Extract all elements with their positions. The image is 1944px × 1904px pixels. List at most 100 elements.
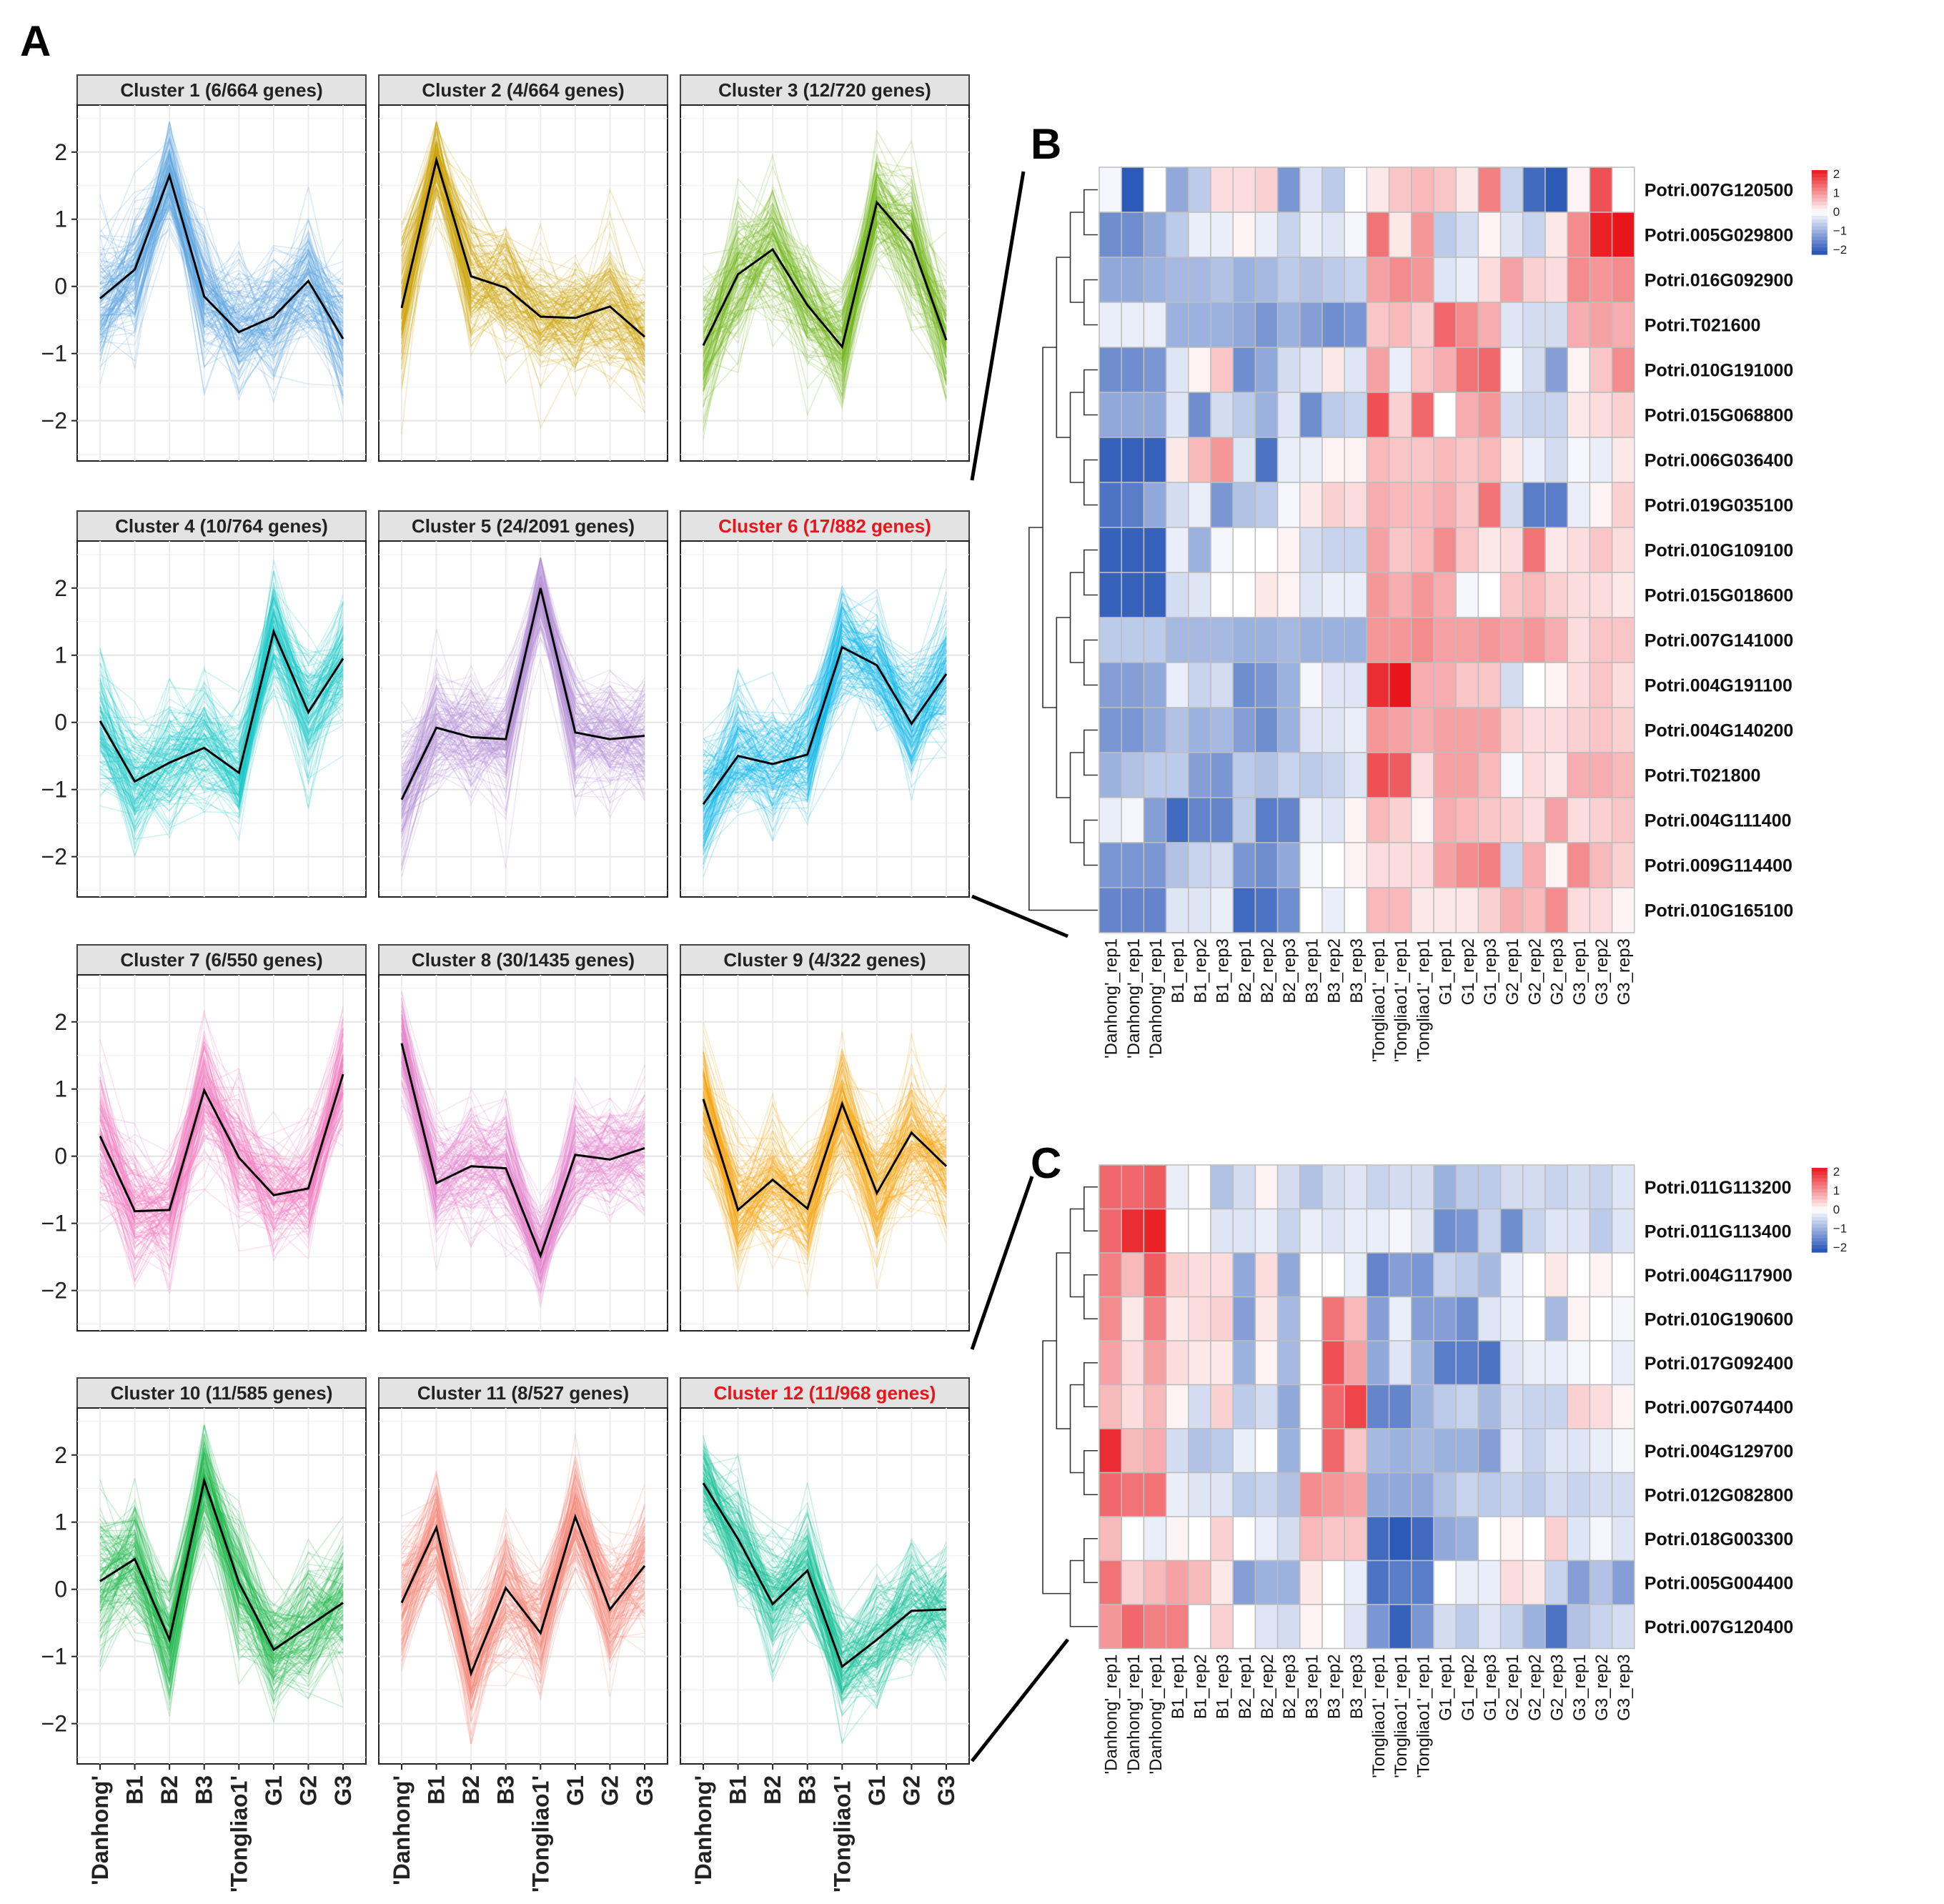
heatmap-cell <box>1567 1340 1591 1386</box>
sample-column-label: B2_rep2 <box>1258 1655 1277 1720</box>
gene-trace <box>703 1118 947 1254</box>
heatmap-cell <box>1143 302 1167 348</box>
gene-trace <box>401 172 645 380</box>
gene-trace <box>703 1083 947 1235</box>
heatmap-cell <box>1567 1428 1591 1474</box>
gene-trace <box>703 688 947 846</box>
gene-trace <box>99 167 344 355</box>
gene-trace <box>703 644 947 847</box>
gene-trace <box>401 586 645 819</box>
gene-trace <box>401 1510 645 1707</box>
legend-tick-label: −1 <box>1833 224 1847 238</box>
legend-swatch <box>1811 1203 1828 1207</box>
gene-trace <box>401 563 645 765</box>
gene-trace <box>703 207 947 355</box>
heatmap-cell <box>1544 1560 1568 1605</box>
plot-panel <box>76 104 367 462</box>
gene-trace <box>401 148 645 339</box>
gene-trace <box>401 1511 645 1696</box>
gene-trace <box>703 653 947 817</box>
gene-trace <box>401 1068 645 1294</box>
gene-trace <box>703 1100 947 1205</box>
heatmap-cell <box>1143 797 1167 843</box>
heatmap-cell <box>1477 212 1502 258</box>
heatmap-cell <box>1366 1560 1390 1605</box>
gene-trace <box>401 585 645 800</box>
gridlines <box>680 541 969 897</box>
heatmap-cell <box>1254 1296 1279 1342</box>
gene-trace <box>99 620 344 798</box>
gene-trace <box>703 224 947 360</box>
heatmap-cell <box>1276 302 1301 348</box>
gene-trace <box>703 222 947 417</box>
color-legend: 210−1−2 <box>1811 167 1847 257</box>
gene-trace <box>703 1063 947 1232</box>
gene-trace <box>703 653 947 789</box>
heatmap-cell <box>1388 1340 1412 1386</box>
gene-trace <box>401 1535 645 1676</box>
gene-trace <box>703 1449 947 1694</box>
heatmap-cell <box>1099 572 1122 618</box>
gene-trace <box>401 613 645 793</box>
heatmap-cell <box>1589 212 1613 258</box>
gene-trace <box>99 1046 344 1243</box>
heatmap-cell <box>1589 1384 1613 1429</box>
gene-trace <box>703 1151 947 1244</box>
gene-trace <box>99 629 344 795</box>
gene-trace <box>401 577 645 780</box>
gene-trace <box>99 635 344 808</box>
heatmap-cell <box>1299 752 1323 798</box>
heatmap-cell <box>1433 482 1457 528</box>
gene-trace <box>703 1068 947 1253</box>
gene-trace <box>99 1018 344 1239</box>
heatmap-cell <box>1455 617 1479 663</box>
gene-trace <box>99 149 344 332</box>
heatmap-cell <box>1121 1164 1145 1210</box>
heatmap-cell <box>1366 707 1390 753</box>
gene-trace <box>401 144 645 352</box>
mean-profile-line <box>99 1074 344 1213</box>
heatmap-cell <box>1589 167 1613 213</box>
legend-tick-label: −2 <box>1833 1241 1847 1254</box>
gene-trace <box>703 161 947 344</box>
heatmap-cell <box>1099 752 1122 798</box>
heatmap-cell <box>1321 887 1345 933</box>
gene-trace <box>703 645 947 823</box>
gene-trace <box>703 1489 947 1687</box>
gene-trace <box>401 1084 645 1269</box>
gene-trace <box>703 222 947 400</box>
gene-trace <box>99 1022 344 1229</box>
heatmap-cell <box>1477 482 1502 528</box>
gene-trace <box>99 1053 344 1269</box>
gene-trace <box>401 626 645 849</box>
connector-line <box>970 1176 1034 1350</box>
gene-trace <box>703 619 947 803</box>
gene-trace <box>703 646 947 847</box>
gene-trace <box>401 1070 645 1221</box>
gene-trace <box>401 1529 645 1700</box>
gene-trace <box>401 1005 645 1286</box>
cluster-title: Cluster 5 (24/2091 genes) <box>412 515 635 537</box>
gene-trace <box>401 168 645 319</box>
heatmap-cell <box>1567 1560 1591 1605</box>
gene-trace <box>99 1098 344 1260</box>
heatmap-cell <box>1188 1472 1211 1517</box>
gene-row-label: Potri.010G109100 <box>1645 541 1793 561</box>
heatmap-cell <box>1232 842 1256 888</box>
gene-trace <box>99 172 344 363</box>
gene-trace <box>401 1499 645 1657</box>
heatmap-cell <box>1121 1296 1145 1342</box>
gene-trace <box>703 662 947 805</box>
gene-trace <box>703 1456 947 1704</box>
gene-trace <box>703 191 947 408</box>
gene-trace <box>99 147 344 381</box>
gene-trace <box>703 1048 947 1229</box>
cluster-panel: Cluster 9 (4/322 genes) <box>680 944 970 1332</box>
gene-trace <box>703 255 947 374</box>
sample-column-label: G1_rep1 <box>1437 938 1456 1005</box>
gene-trace <box>703 1481 947 1657</box>
gene-trace <box>401 1469 645 1676</box>
heatmap-cell <box>1321 437 1345 483</box>
gene-trace <box>401 122 645 434</box>
gene-trace <box>99 645 344 812</box>
